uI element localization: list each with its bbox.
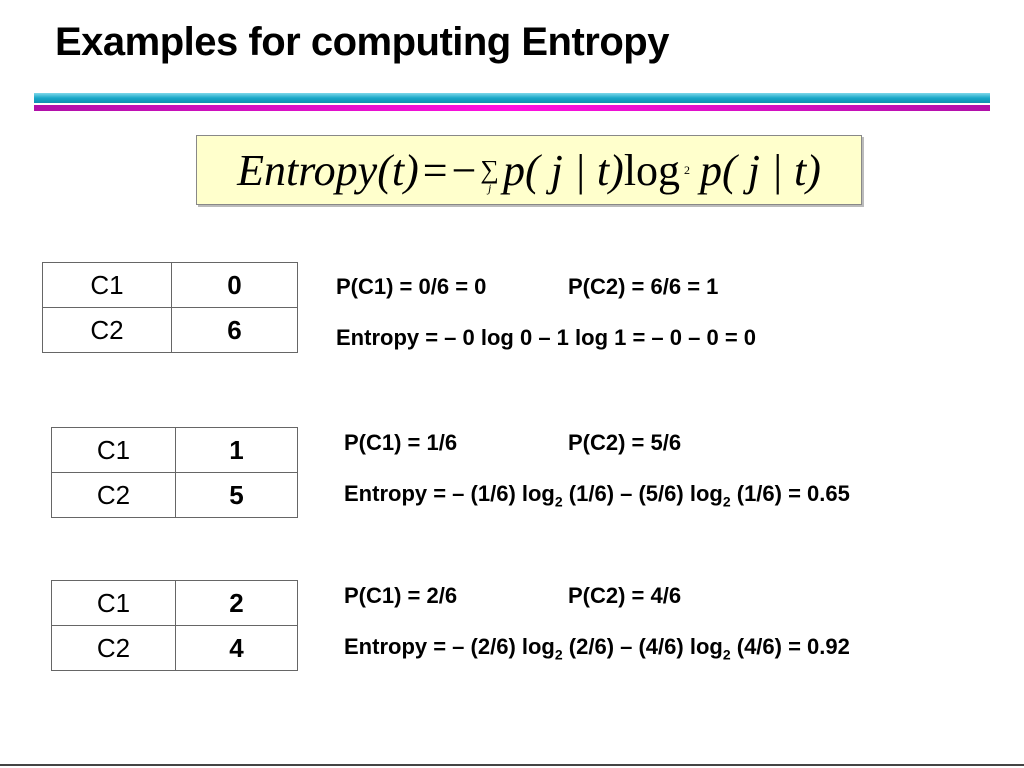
prob-c2: P(C2) = 5/6	[568, 430, 682, 455]
formula-eq: =	[422, 145, 448, 195]
formula-log: log	[623, 145, 681, 195]
entropy-part: Entropy = – (1/6) log	[344, 481, 555, 506]
entropy-formula: Entropy(t) = − ∑ j p( j | t) log 2 p( j | …	[196, 135, 862, 205]
entropy-calc: Entropy = – 0 log 0 – 1 log 1 = – 0 – 0 …	[336, 325, 757, 350]
sigma: ∑	[480, 155, 499, 184]
class-label: C2	[42, 307, 172, 353]
prob-c2: P(C2) = 4/6	[568, 583, 682, 608]
sigma-index: j	[488, 181, 492, 195]
formula-log-base: 2	[684, 162, 691, 177]
formula-minus: −	[451, 145, 477, 195]
log-base: 2	[722, 493, 731, 510]
log-base: 2	[722, 646, 731, 663]
class-count: 5	[175, 472, 298, 518]
log-base: 2	[554, 646, 563, 663]
entropy-part: (1/6) – (5/6) log	[562, 481, 723, 506]
formula-term1: p( j | t)	[502, 145, 624, 195]
class-count: 0	[171, 262, 298, 308]
prob-c1: P(C1) = 0/6 = 0	[336, 274, 487, 299]
class-label: C2	[51, 625, 176, 671]
class-count: 1	[175, 427, 298, 473]
log-base: 2	[554, 493, 563, 510]
entropy-part: (2/6) – (4/6) log	[562, 634, 723, 659]
class-count: 2	[175, 580, 298, 626]
class-count: 4	[175, 625, 298, 671]
entropy-calc: Entropy = – (1/6) log2 (1/6) – (5/6) log…	[344, 481, 850, 509]
entropy-part: (4/6) = 0.92	[730, 634, 850, 659]
divider-magenta	[34, 105, 990, 111]
entropy-calc: Entropy = – (2/6) log2 (2/6) – (4/6) log…	[344, 634, 850, 662]
prob-c1: P(C1) = 2/6	[344, 583, 458, 608]
count-table-1: C1 0 C2 6	[42, 262, 298, 353]
prob-c2: P(C2) = 6/6 = 1	[568, 274, 719, 299]
footer-line	[0, 764, 1024, 766]
entropy-part: Entropy = – (2/6) log	[344, 634, 555, 659]
count-table-2: C1 1 C2 5	[51, 427, 298, 518]
class-label: C1	[51, 427, 176, 473]
class-label: C1	[51, 580, 176, 626]
class-count: 6	[171, 307, 298, 353]
divider-cyan	[34, 93, 990, 103]
slide-title: Examples for computing Entropy	[55, 20, 669, 64]
sigma-symbol: ∑ j	[480, 155, 499, 195]
entropy-part: (1/6) = 0.65	[730, 481, 850, 506]
prob-c1: P(C1) = 1/6	[344, 430, 458, 455]
formula-term2: p( j | t)	[700, 145, 821, 195]
class-label: C2	[51, 472, 176, 518]
formula-lhs: Entropy(t)	[237, 145, 419, 195]
class-label: C1	[42, 262, 172, 308]
count-table-3: C1 2 C2 4	[51, 580, 298, 671]
